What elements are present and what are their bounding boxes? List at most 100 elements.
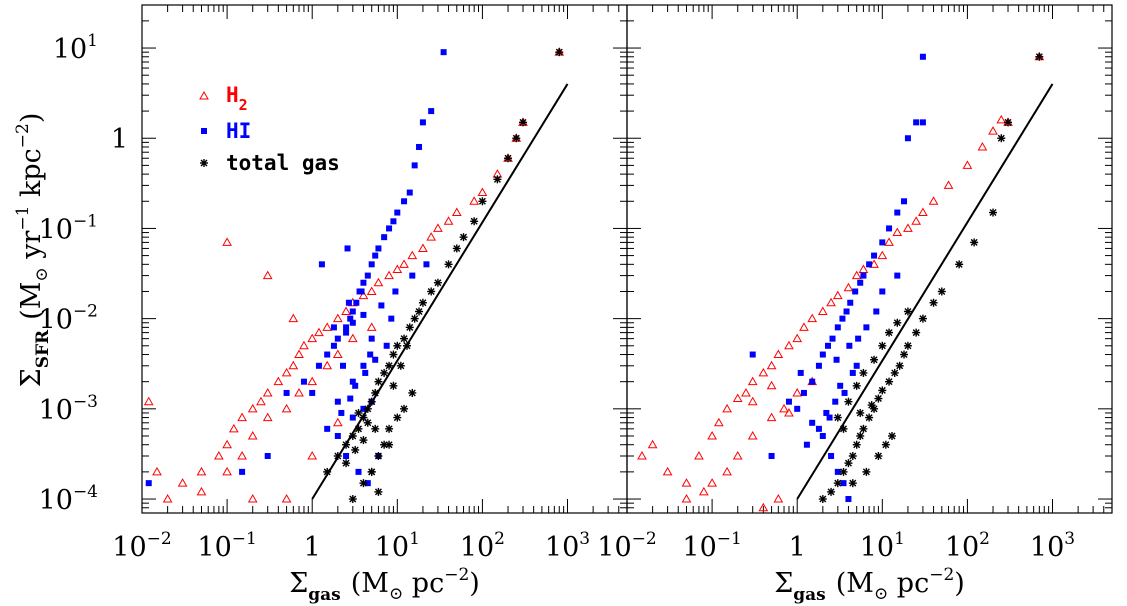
legend-marker-square (201, 128, 207, 134)
legend-label-sub: 2 (239, 96, 248, 114)
data-point-triangle (332, 349, 343, 359)
data-point-asterisk (1035, 52, 1044, 61)
data-point-triangle (222, 439, 232, 449)
data-point-square (749, 351, 756, 358)
data-point-triangle (911, 216, 922, 225)
data-point-asterisk (354, 424, 363, 433)
data-point-square (440, 49, 447, 56)
data-point-asterisk (333, 451, 342, 460)
data-point-triangle (322, 360, 333, 370)
y-axis-sup1: −1 (13, 206, 33, 231)
data-point-square (819, 432, 826, 439)
data-point-square (264, 452, 271, 459)
data-point-triangle (143, 396, 154, 406)
y-tick-label: 10−4 (39, 482, 98, 516)
data-point-asterisk (878, 341, 887, 350)
data-point-triangle (373, 277, 384, 287)
data-point-triangle (322, 322, 333, 331)
y-axis-title: ΣSFR (M⊙ yr−1 kpc−2) (13, 113, 53, 388)
legend: H2 HI total gas (199, 83, 340, 175)
data-point-asterisk (852, 381, 861, 390)
data-point-triangle (741, 387, 751, 397)
data-point-asterisk (818, 495, 827, 504)
x-tick-label: 10−1 (682, 529, 741, 563)
x-tick-label: 1 (789, 532, 806, 563)
y-axis-sub: SFR (33, 329, 53, 368)
data-point-asterisk (396, 361, 405, 370)
x-tick-label: 103 (1030, 529, 1075, 563)
data-point-triangle (196, 466, 207, 476)
data-point-square (416, 143, 423, 150)
data-point-square (826, 414, 833, 421)
data-point-triangle (262, 270, 273, 280)
data-point-triangle (817, 306, 828, 315)
sun-symbol: ⊙ (874, 584, 888, 604)
x-tick-label: 10−1 (197, 529, 256, 563)
data-point-square (919, 53, 926, 60)
data-point-asterisk (885, 328, 894, 337)
data-point-square (386, 225, 393, 232)
data-point-asterisk (374, 377, 383, 386)
x-tick-exp: −1 (232, 529, 257, 549)
x-tick-label: 102 (460, 529, 505, 563)
y-tick-base: 10 (39, 395, 73, 426)
data-point-asterisk (342, 440, 351, 449)
y-tick-exp: −3 (73, 392, 98, 412)
data-point-triangle (877, 250, 888, 260)
data-point-square (145, 480, 152, 487)
data-point-square (239, 468, 246, 475)
data-point-triangle (928, 196, 939, 205)
x-tick-exp: 1 (409, 529, 420, 549)
data-point-triangle (779, 403, 789, 413)
x-tick-exp: 2 (979, 529, 990, 549)
data-point-square (815, 362, 822, 369)
data-point-asterisk (478, 197, 487, 206)
data-point-triangle (851, 270, 862, 280)
data-point-square (364, 272, 371, 279)
data-point-asterisk (363, 418, 372, 427)
data-point-asterisk (408, 388, 417, 397)
data-point-triangle (722, 466, 732, 476)
data-point-square (819, 351, 826, 358)
x-tick-base: 10 (112, 532, 146, 563)
data-point-asterisk (380, 368, 389, 377)
data-point-square (318, 261, 325, 268)
sun-symbol: ⊙ (389, 584, 403, 604)
data-point-square (381, 234, 388, 241)
data-point-square (834, 324, 841, 331)
data-point-triangle (358, 290, 369, 300)
series-hi (145, 49, 447, 487)
data-point-triangle (747, 430, 758, 440)
y-axis-mid2: kpc (16, 148, 47, 205)
data-point-square (349, 308, 356, 315)
data-point-asterisk (393, 413, 402, 422)
data-point-asterisk (852, 440, 861, 449)
data-point-square (794, 405, 801, 412)
legend-label-text: HI (226, 119, 251, 143)
data-point-triangle (977, 141, 988, 151)
data-point-square (815, 425, 822, 432)
data-point-triangle (662, 466, 673, 476)
data-point-triangle (694, 450, 704, 460)
data-point-square (364, 480, 371, 487)
data-point-triangle (681, 494, 692, 503)
y-axis-mid: yr (16, 231, 47, 268)
data-point-triangle (281, 403, 292, 413)
series-hi (749, 53, 926, 503)
data-point-triangle (758, 367, 769, 377)
legend-marker-asterisk (200, 159, 208, 167)
data-point-square (334, 432, 341, 439)
data-point-asterisk (470, 217, 479, 226)
data-point-square (803, 441, 810, 448)
data-point-asterisk (862, 467, 871, 476)
y-tick-label: 10−3 (39, 392, 98, 426)
data-point-triangle (766, 360, 777, 370)
data-point-triangle (477, 187, 488, 197)
data-point-triangle (237, 450, 247, 460)
data-point-square (860, 272, 867, 279)
data-point-asterisk (865, 413, 874, 422)
data-point-triangle (747, 376, 758, 386)
data-point-square (349, 319, 356, 326)
data-point-asterisk (403, 341, 412, 350)
x-axis-title: Σgas (M⊙ pc−2) (774, 565, 965, 605)
